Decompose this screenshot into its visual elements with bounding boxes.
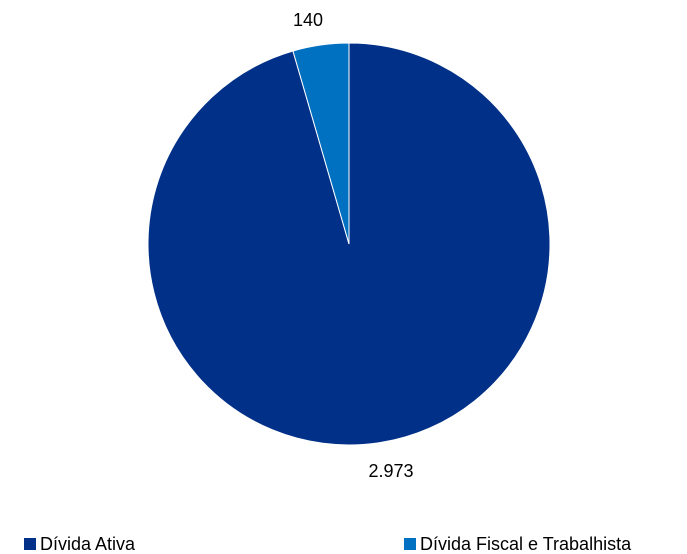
pie-slices bbox=[147, 42, 551, 446]
legend-label-divida-ativa: Dívida Ativa bbox=[40, 534, 136, 554]
legend-swatch-divida-ativa bbox=[24, 538, 36, 550]
data-label-divida-fiscal: 140 bbox=[293, 10, 323, 30]
data-label-divida-ativa: 2.973 bbox=[368, 461, 413, 481]
legend-item-divida-ativa: Dívida Ativa bbox=[24, 534, 135, 554]
legend-label-divida-fiscal: Dívida Fiscal e Trabalhista bbox=[420, 534, 632, 554]
legend-item-divida-fiscal: Dívida Fiscal e Trabalhista bbox=[404, 534, 631, 554]
legend: Dívida Ativa Dívida Fiscal e Trabalhista bbox=[0, 534, 687, 554]
legend-swatch-divida-fiscal bbox=[404, 538, 416, 550]
pie-slice-divida-fiscal bbox=[292, 42, 350, 245]
